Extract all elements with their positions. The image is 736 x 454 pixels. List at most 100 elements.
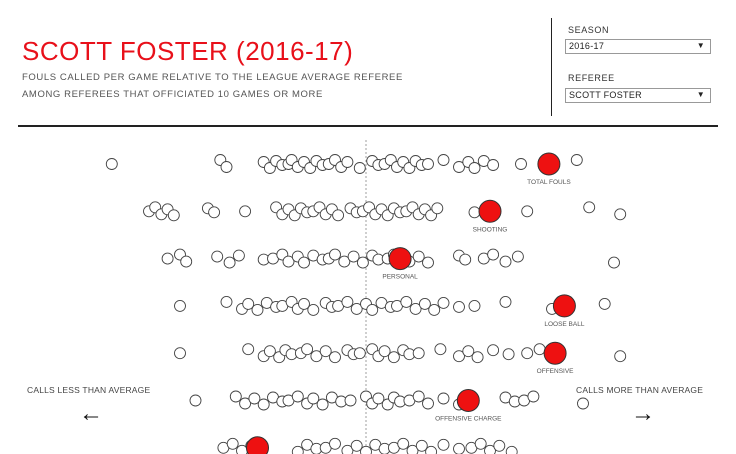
referee-dot[interactable]	[298, 256, 310, 269]
referee-dot[interactable]	[242, 343, 255, 356]
referee-dropdown[interactable]: SCOTT FOSTER ▼	[565, 88, 711, 103]
referee-dot[interactable]	[484, 444, 496, 454]
referee-dot[interactable]	[453, 442, 465, 454]
referee-dot[interactable]	[527, 390, 540, 403]
referee-dot[interactable]	[462, 345, 475, 358]
referee-dot[interactable]	[226, 437, 239, 450]
referee-dot[interactable]	[415, 439, 428, 452]
referee-dot[interactable]	[409, 302, 422, 315]
referee-dot[interactable]	[437, 438, 450, 451]
referee-dot[interactable]	[387, 351, 400, 364]
referee-dot[interactable]	[291, 445, 304, 454]
referee-dot[interactable]	[453, 350, 465, 363]
referee-dot[interactable]	[515, 158, 527, 170]
referee-dot[interactable]	[223, 256, 236, 269]
referee-dot[interactable]	[180, 255, 193, 268]
referee-dot[interactable]	[499, 255, 512, 268]
referee-dot[interactable]	[577, 397, 589, 410]
referee-dot[interactable]	[400, 295, 413, 308]
referee-dot[interactable]	[341, 444, 354, 454]
highlight-referee-dot[interactable]	[246, 436, 269, 454]
referee-dot[interactable]	[453, 161, 465, 173]
referee-dot[interactable]	[397, 437, 410, 450]
referee-dot[interactable]	[353, 162, 366, 174]
referee-dot[interactable]	[257, 398, 270, 411]
highlight-referee-dot[interactable]	[543, 341, 567, 365]
referee-dot[interactable]	[422, 397, 434, 410]
referee-dot[interactable]	[356, 256, 369, 269]
referee-dot[interactable]	[251, 303, 264, 316]
referee-dot[interactable]	[347, 250, 360, 263]
referee-dot[interactable]	[105, 158, 118, 170]
referee-dot[interactable]	[468, 299, 481, 312]
referee-dot[interactable]	[307, 392, 320, 405]
referee-dot[interactable]	[344, 394, 357, 407]
referee-dot[interactable]	[499, 295, 512, 308]
referee-dot[interactable]	[366, 303, 379, 316]
referee-dot[interactable]	[459, 253, 472, 266]
referee-dot[interactable]	[425, 445, 438, 454]
referee-dot[interactable]	[431, 202, 444, 215]
referee-dot[interactable]	[406, 444, 419, 454]
referee-dot[interactable]	[167, 209, 180, 222]
highlight-referee-dot[interactable]	[537, 152, 561, 176]
referee-dot[interactable]	[161, 252, 174, 265]
referee-dot[interactable]	[487, 159, 500, 171]
referee-dot[interactable]	[505, 445, 518, 454]
referee-dot[interactable]	[208, 206, 221, 219]
referee-dot[interactable]	[583, 201, 596, 214]
referee-dot[interactable]	[372, 392, 385, 405]
referee-dot[interactable]	[471, 351, 484, 364]
referee-dot[interactable]	[468, 206, 481, 219]
referee-dot[interactable]	[614, 208, 627, 221]
referee-dot[interactable]	[291, 390, 304, 403]
referee-dot[interactable]	[437, 154, 450, 166]
referee-dot[interactable]	[412, 390, 425, 403]
referee-dot[interactable]	[521, 205, 534, 218]
referee-dot[interactable]	[511, 250, 524, 263]
referee-dot[interactable]	[242, 297, 255, 310]
referee-dot[interactable]	[378, 345, 391, 358]
referee-dot[interactable]	[310, 350, 323, 363]
referee-dot[interactable]	[453, 300, 465, 313]
referee-dot[interactable]	[434, 343, 447, 356]
referee-dot[interactable]	[350, 302, 363, 315]
referee-dot[interactable]	[493, 439, 506, 452]
referee-dot[interactable]	[301, 343, 314, 356]
referee-dot[interactable]	[329, 248, 341, 261]
highlight-referee-dot[interactable]	[478, 199, 502, 223]
referee-dot[interactable]	[229, 390, 242, 403]
referee-dot[interactable]	[319, 345, 332, 358]
referee-dot[interactable]	[468, 162, 481, 174]
referee-dot[interactable]	[598, 297, 611, 310]
referee-dot[interactable]	[263, 345, 276, 358]
referee-dot[interactable]	[341, 295, 354, 308]
referee-dot[interactable]	[412, 347, 425, 360]
referee-dot[interactable]	[614, 350, 627, 363]
referee-dot[interactable]	[220, 295, 233, 308]
referee-dot[interactable]	[174, 299, 186, 312]
referee-dot[interactable]	[189, 394, 202, 407]
highlight-referee-dot[interactable]	[388, 247, 412, 271]
referee-dot[interactable]	[353, 347, 366, 360]
referee-dot[interactable]	[437, 296, 450, 309]
referee-dot[interactable]	[360, 445, 372, 454]
referee-dot[interactable]	[332, 209, 345, 222]
referee-dot[interactable]	[232, 249, 245, 262]
referee-dot[interactable]	[521, 347, 534, 360]
referee-dot[interactable]	[474, 437, 487, 450]
referee-dot[interactable]	[316, 398, 329, 411]
referee-dot[interactable]	[487, 344, 500, 357]
referee-dot[interactable]	[437, 392, 450, 405]
referee-dot[interactable]	[282, 255, 295, 268]
referee-dot[interactable]	[422, 158, 434, 170]
referee-dot[interactable]	[329, 437, 341, 450]
referee-dot[interactable]	[338, 255, 351, 268]
referee-dot[interactable]	[248, 392, 261, 405]
referee-dot[interactable]	[533, 343, 546, 356]
referee-dot[interactable]	[298, 297, 310, 310]
referee-dot[interactable]	[502, 348, 515, 361]
season-dropdown[interactable]: 2016-17 ▼	[565, 39, 711, 54]
referee-dot[interactable]	[307, 303, 320, 316]
referee-dot[interactable]	[239, 397, 252, 410]
